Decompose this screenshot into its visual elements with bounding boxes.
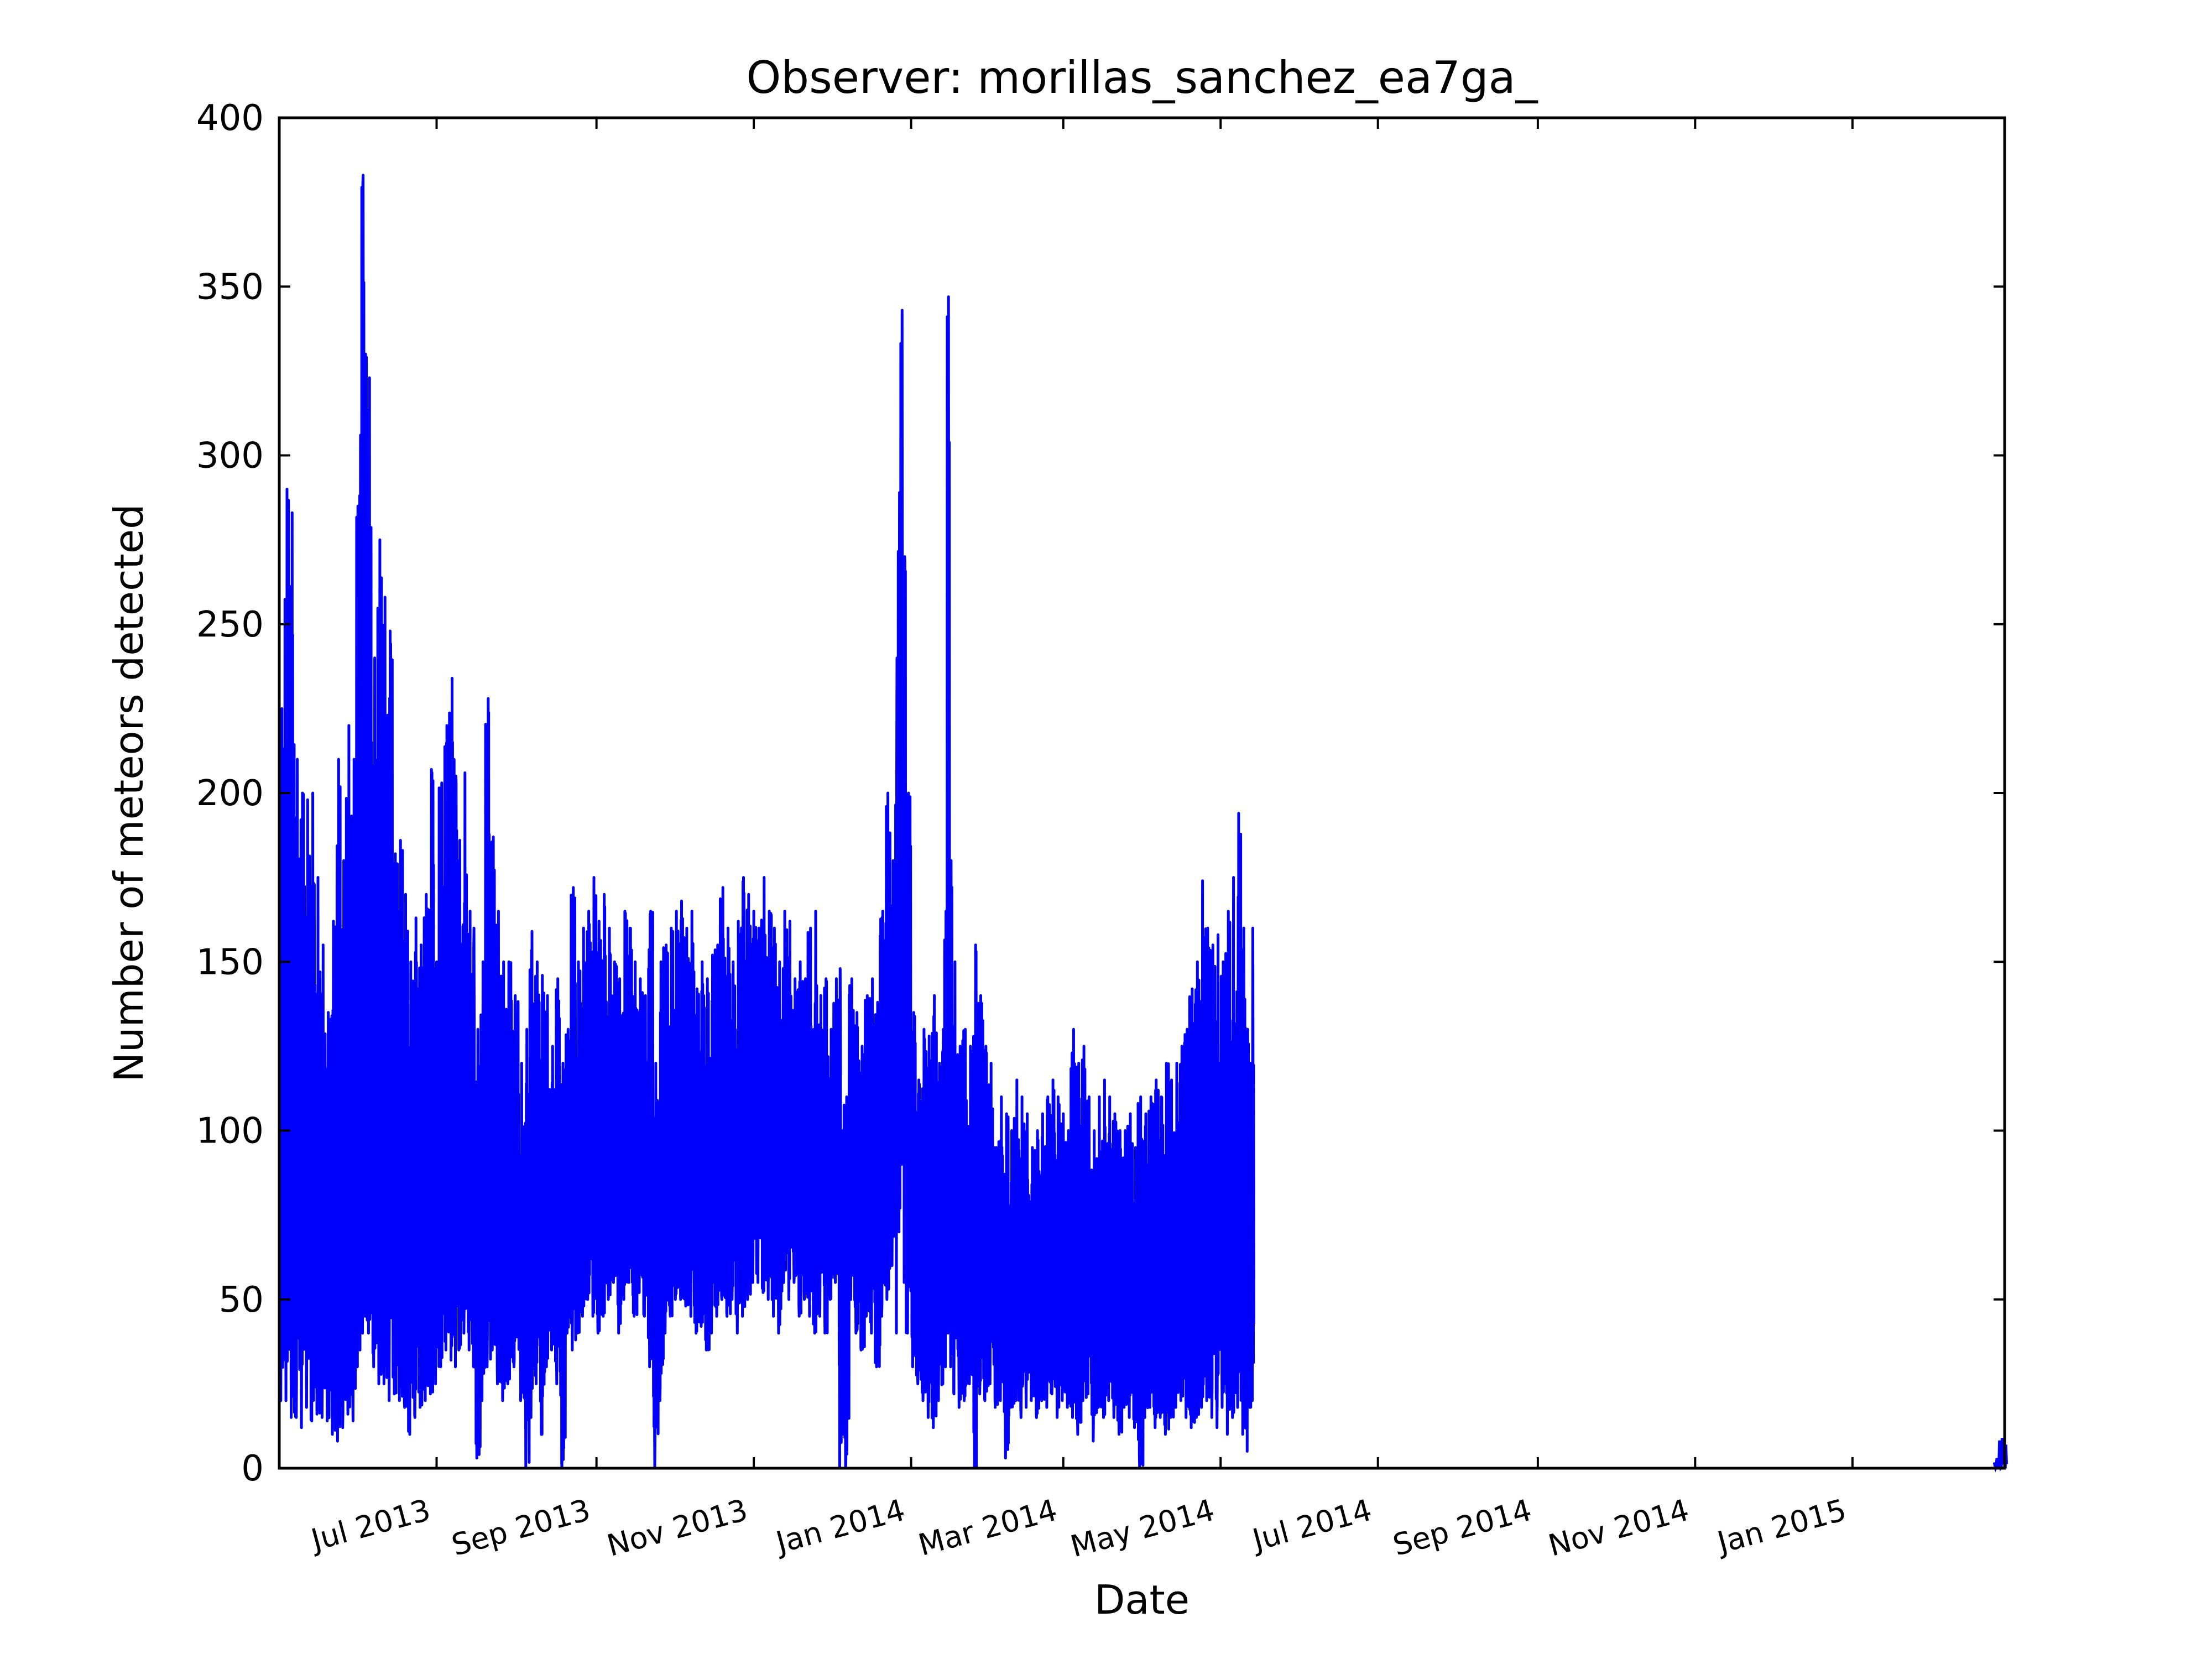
x-axis-label: Date <box>1094 1577 1190 1623</box>
y-tick-label: 300 <box>196 436 264 477</box>
y-tick-label: 150 <box>196 942 264 983</box>
series-line <box>278 174 1255 1470</box>
x-tick-label: Sep 2014 <box>1389 1493 1535 1563</box>
data-layer <box>278 174 2008 1473</box>
y-tick-label: 100 <box>196 1111 264 1152</box>
y-tick-label: 200 <box>196 773 264 814</box>
x-tick-label: Jan 2014 <box>771 1493 909 1561</box>
y-tick-label: 0 <box>241 1448 264 1489</box>
x-tick-label: Jul 2014 <box>1248 1493 1375 1558</box>
y-tick-label: 250 <box>196 604 264 645</box>
x-tick-label: Sep 2013 <box>448 1493 594 1563</box>
y-tick-label: 50 <box>219 1280 264 1321</box>
x-tick-label: May 2014 <box>1067 1493 1218 1564</box>
y-tick-label: 400 <box>196 98 264 139</box>
x-tick-label: Nov 2014 <box>1545 1493 1692 1563</box>
y-tick-label: 350 <box>196 267 264 307</box>
x-tick-label: Nov 2013 <box>603 1493 751 1563</box>
x-tick-label: Jul 2013 <box>306 1493 434 1558</box>
y-axis-label: Number of meteors detected <box>106 504 152 1082</box>
x-tick-label: Mar 2014 <box>915 1493 1061 1563</box>
chart-title: Observer: morillas_sanchez_ea7ga_ <box>746 52 1538 103</box>
x-tick-label: Jan 2015 <box>1712 1493 1850 1561</box>
y-axis: 0 50 100 150 200 250 300 350 400 <box>196 98 2005 1489</box>
